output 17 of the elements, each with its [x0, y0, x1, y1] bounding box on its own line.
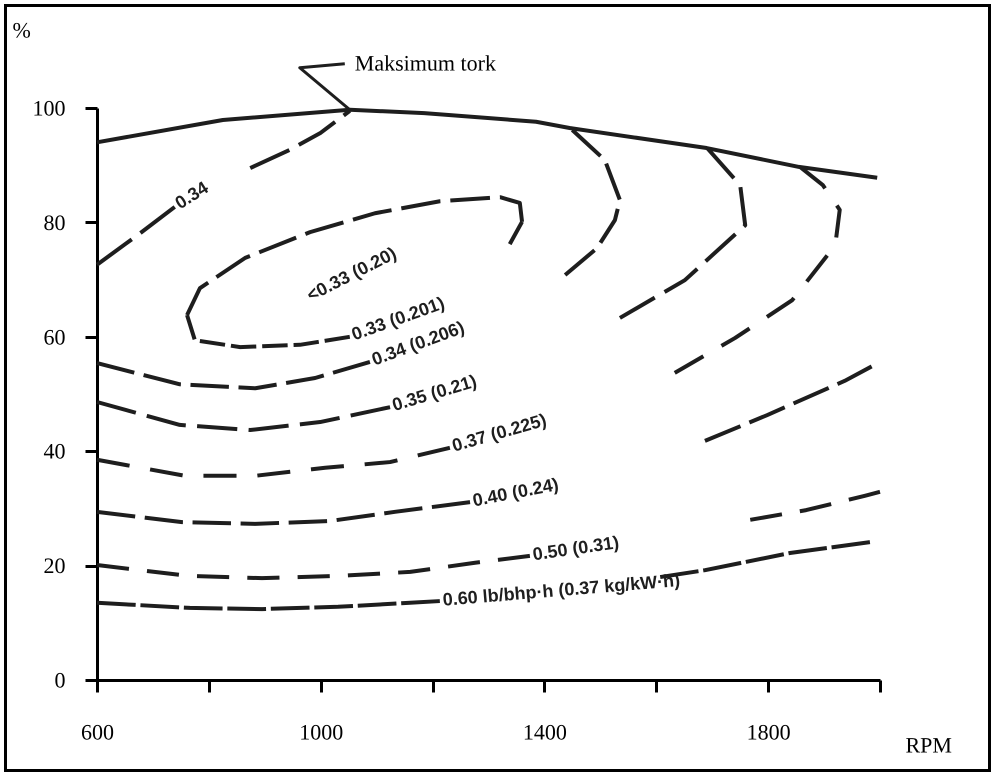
y-tick-label: 80: [44, 210, 66, 235]
text: 0.50 (0.31): [531, 532, 620, 564]
y-tick-label: 40: [44, 438, 66, 464]
y-tick-label: 20: [44, 553, 66, 578]
y-tick-label: 100: [32, 96, 66, 120]
y-tick-label: 60: [44, 324, 66, 350]
x-tick-label: 1800: [746, 720, 791, 744]
y-axis-title: %: [12, 18, 31, 42]
series-label: 0.60 lb/bhp·h (0.37 kg/kW·h): [442, 570, 681, 610]
x-tick-label: 600: [81, 720, 114, 744]
text: 0.40 (0.24): [470, 474, 560, 510]
text: 0.34: [171, 177, 212, 213]
y-tick-label: 0: [54, 668, 66, 692]
annotation: Maksimum tork: [354, 50, 496, 76]
x-tick-label: 1400: [522, 720, 567, 744]
x-axis-title: RPM: [906, 732, 952, 758]
x-tick-label: 1000: [299, 720, 344, 744]
